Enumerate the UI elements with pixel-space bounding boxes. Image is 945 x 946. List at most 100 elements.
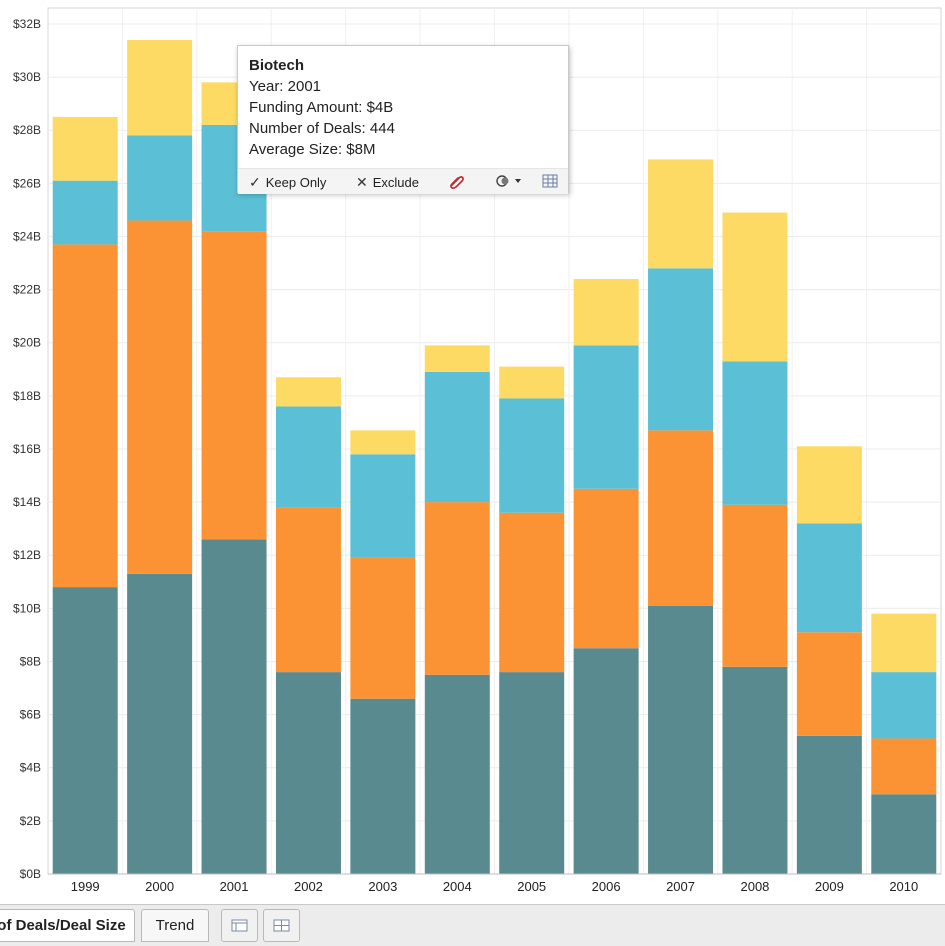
tooltip-actions: ✓ Keep Only ✕ Exclude <box>238 168 568 194</box>
y-tick-label: $0B <box>20 867 41 881</box>
x-tick-label: 2007 <box>666 879 695 894</box>
x-tick-label: 2006 <box>592 879 621 894</box>
tab-trend[interactable]: Trend <box>141 909 209 942</box>
y-tick-label: $30B <box>13 70 41 84</box>
x-axis: 1999 2000 2001 2002 2003 2004 2005 2006 2007 2008… <box>48 873 941 894</box>
x-tick-label: 2001 <box>220 879 249 894</box>
bar-segment-2010-3[interactable] <box>871 613 937 673</box>
bar-segment-2010-2[interactable] <box>871 672 937 739</box>
keep-only-label: Keep Only <box>265 175 327 190</box>
bar-segment-2005-3[interactable] <box>499 366 565 399</box>
x-tick-label: 2002 <box>294 879 323 894</box>
exclude-label: Exclude <box>372 175 419 190</box>
dropdown-arrow-icon <box>515 179 521 183</box>
bar-segment-2004-0[interactable] <box>424 674 490 874</box>
x-tick-label: 2008 <box>740 879 769 894</box>
tooltip-line-year: Year: 2001 <box>249 78 322 95</box>
group-icon <box>496 175 521 187</box>
bar-segment-2009-3[interactable] <box>796 446 862 524</box>
bar-segment-2007-2[interactable] <box>648 268 714 431</box>
bar-segment-2002-2[interactable] <box>275 406 341 508</box>
x-tick-label: 2005 <box>517 879 546 894</box>
bar-segment-1999-1[interactable] <box>52 244 118 588</box>
tab-deals-deal-size[interactable]: of Deals/Deal Size <box>0 909 135 942</box>
bar-segment-2002-0[interactable] <box>275 672 341 874</box>
bar-segment-2007-3[interactable] <box>648 159 714 269</box>
bar-segment-2008-2[interactable] <box>722 361 788 505</box>
bar-segment-2007-1[interactable] <box>648 430 714 606</box>
bar-segment-2010-0[interactable] <box>871 794 937 874</box>
grid-icon <box>273 919 290 932</box>
bar-segment-2006-3[interactable] <box>573 278 639 346</box>
y-axis: $0B $2B $4B $6B $8B $10B $12B $14B $16B $18B $20B $… <box>13 17 41 881</box>
bar-segment-2005-1[interactable] <box>499 512 565 673</box>
bar-segment-2004-1[interactable] <box>424 502 490 675</box>
y-tick-label: $4B <box>20 761 41 775</box>
y-tick-label: $24B <box>13 229 41 243</box>
bar-segment-1999-2[interactable] <box>52 180 118 245</box>
tooltip-line-funding: Funding Amount: $4B <box>249 99 394 116</box>
bar-segment-2005-2[interactable] <box>499 398 565 513</box>
bar-segment-2006-0[interactable] <box>573 648 639 874</box>
y-tick-label: $6B <box>20 708 41 722</box>
bar-segment-2001-1[interactable] <box>201 231 267 540</box>
y-tick-label: $32B <box>13 17 41 31</box>
bar-segment-2009-2[interactable] <box>796 523 862 633</box>
bar-segment-2004-3[interactable] <box>424 345 490 372</box>
bar-segment-2003-0[interactable] <box>350 698 416 874</box>
bars[interactable] <box>52 39 937 874</box>
bar-segment-2008-0[interactable] <box>722 666 788 874</box>
link-button[interactable] <box>448 173 466 192</box>
bar-segment-2000-2[interactable] <box>127 135 193 221</box>
bar-segment-2009-1[interactable] <box>796 632 862 736</box>
bar-segment-1999-0[interactable] <box>52 587 118 874</box>
x-tick-label: 2009 <box>815 879 844 894</box>
bar-segment-2007-0[interactable] <box>648 605 714 874</box>
paperclip-icon <box>450 176 464 189</box>
bar-segment-2000-3[interactable] <box>127 39 193 136</box>
bar-segment-2000-0[interactable] <box>127 573 193 874</box>
bar-segment-2000-1[interactable] <box>127 220 193 574</box>
bar-segment-2008-1[interactable] <box>722 504 788 667</box>
dashboard-icon <box>231 919 248 932</box>
y-tick-label: $22B <box>13 283 41 297</box>
x-tick-label: 1999 <box>71 879 100 894</box>
tooltip-line-deals: Number of Deals: 444 <box>249 120 395 137</box>
bar-segment-2001-0[interactable] <box>201 539 267 874</box>
exclude-button[interactable]: ✕ Exclude <box>356 174 419 191</box>
y-tick-label: $18B <box>13 389 41 403</box>
bar-segment-2003-1[interactable] <box>350 557 416 699</box>
x-tick-label: 2003 <box>368 879 397 894</box>
view-data-button[interactable] <box>542 174 558 191</box>
y-tick-label: $12B <box>13 548 41 562</box>
tooltip-title: Biotech <box>249 57 305 74</box>
check-icon: ✓ <box>249 174 261 190</box>
table-icon <box>542 174 558 188</box>
group-menu-button[interactable] <box>496 173 524 192</box>
bar-segment-1999-3[interactable] <box>52 116 118 181</box>
new-dashboard-button[interactable] <box>221 909 258 942</box>
bar-segment-2010-1[interactable] <box>871 738 937 795</box>
y-tick-label: $20B <box>13 336 41 350</box>
keep-only-button[interactable]: ✓ Keep Only <box>249 174 326 191</box>
x-tick-label: 2004 <box>443 879 472 894</box>
bar-segment-2002-3[interactable] <box>275 377 341 407</box>
x-tick-label: 2000 <box>145 879 174 894</box>
new-sheet-button[interactable] <box>263 909 300 942</box>
tooltip-line-average: Average Size: $8M <box>249 141 376 158</box>
bar-segment-2003-3[interactable] <box>350 430 416 455</box>
bar-segment-2004-2[interactable] <box>424 371 490 503</box>
bar-segment-2009-0[interactable] <box>796 735 862 874</box>
bar-segment-2008-3[interactable] <box>722 212 788 362</box>
y-tick-label: $26B <box>13 176 41 190</box>
y-tick-label: $10B <box>13 601 41 615</box>
y-tick-label: $8B <box>20 654 41 668</box>
bar-segment-2003-2[interactable] <box>350 454 416 558</box>
y-tick-label: $2B <box>20 814 41 828</box>
bar-segment-2006-1[interactable] <box>573 488 639 649</box>
bar-segment-2002-1[interactable] <box>275 507 341 673</box>
bar-segment-2005-0[interactable] <box>499 672 565 874</box>
y-tick-label: $16B <box>13 442 41 456</box>
sheet-tab-strip: of Deals/Deal Size Trend <box>0 904 945 946</box>
bar-segment-2006-2[interactable] <box>573 345 639 489</box>
